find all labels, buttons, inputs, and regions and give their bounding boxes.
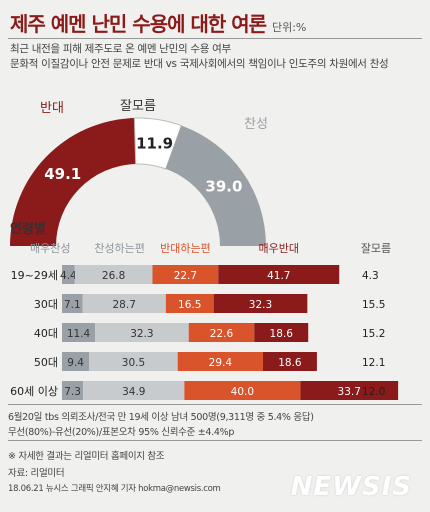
- bar-value-label: 41.7: [267, 270, 290, 282]
- bar-segment: [300, 381, 399, 400]
- age-category-label: 19~29세: [11, 269, 58, 282]
- bar-segment: [62, 294, 83, 313]
- footer-divider-1: [8, 404, 422, 405]
- bar-value-label: 7.3: [64, 386, 81, 398]
- subtitle: 최근 내전을 피해 제주도로 온 예멘 난민의 수용 여부 문화적 이질감이나 …: [10, 42, 389, 72]
- page-title: 제주 예멘 난민 수용에 대한 여론 단위:%: [10, 12, 307, 36]
- bar-value-label: 18.6: [278, 357, 302, 369]
- bar-value-label: 9.4: [67, 357, 84, 369]
- bar-value-label: 16.5: [178, 299, 201, 311]
- age-category-label: 40대: [34, 327, 58, 340]
- bar-segment: [95, 323, 189, 342]
- unit-label: 단위:%: [271, 21, 307, 34]
- bar-segment: [82, 294, 166, 313]
- bar-value-label: 33.7: [338, 386, 361, 398]
- bar-segment: [74, 265, 153, 284]
- bar-segment: [62, 352, 90, 371]
- bar-segment: [177, 352, 263, 371]
- footer-divider-2: [8, 440, 422, 441]
- series-header: 찬성하는편: [94, 241, 145, 255]
- newsis-logo: NEWSIS: [290, 472, 412, 502]
- donut-category-label: 찬성: [244, 117, 268, 132]
- donut-slice-1: [10, 118, 136, 246]
- bar-segment: [62, 381, 84, 400]
- series-header: 매우반대: [259, 242, 299, 255]
- bar-value-label: 4.4: [60, 270, 77, 282]
- source-label: 자료: 리얼미터: [8, 468, 65, 479]
- bar-value-label: 15.2: [362, 328, 385, 340]
- donut-value-label: 39.0: [205, 178, 242, 196]
- bar-value-label: 7.1: [64, 299, 81, 311]
- bar-segment: [62, 265, 75, 284]
- bar-value-label: 30.5: [122, 357, 145, 369]
- donut-value-label: 11.9: [136, 134, 173, 152]
- bar-segment: [218, 265, 340, 284]
- bar-segment: [188, 323, 255, 342]
- bar-value-label: 18.6: [270, 328, 294, 340]
- bar-value-label: 11.4: [67, 328, 91, 340]
- bar-value-label: 26.8: [102, 270, 125, 282]
- bar-value-label: 12.1: [362, 357, 385, 369]
- bar-value-label: 28.7: [113, 299, 136, 311]
- series-header: 잘모름: [361, 242, 391, 255]
- donut-category-label: 잘모름: [120, 99, 156, 114]
- bar-segment: [254, 323, 309, 342]
- bar-value-label: 12.0: [362, 386, 385, 398]
- bar-value-label: 22.7: [174, 270, 197, 282]
- bar-segment: [89, 352, 178, 371]
- bar-value-label: 22.6: [210, 328, 234, 340]
- survey-info-1: 6월20일 tbs 의뢰조사/전국 만 19세 이상 남녀 500명(9,311…: [8, 412, 314, 423]
- bar-segment: [262, 352, 317, 371]
- bar-segment: [152, 265, 219, 284]
- subtitle-line-2: 문화적 이질감이나 안전 문제로 반대 vs 국제사회에서의 책임이나 인도주의…: [10, 58, 389, 70]
- age-category-label: 50대: [34, 356, 58, 369]
- bar-segment: [213, 294, 308, 313]
- bar-segment: [83, 381, 185, 400]
- subtitle-line-1: 최근 내전을 피해 제주도로 온 예멘 난민의 수용 여부: [10, 43, 231, 55]
- detail-note: ※ 자세한 결과는 리얼미터 홈페이지 참조: [8, 451, 165, 462]
- bar-segment: [165, 294, 214, 313]
- title-divider: [8, 38, 422, 39]
- age-category-label: 60세 이상: [10, 385, 58, 398]
- series-header: 매우찬성: [30, 241, 70, 255]
- series-header: 반대하는편: [160, 241, 211, 255]
- bar-segment: [62, 323, 96, 342]
- bar-value-label: 15.5: [362, 299, 385, 311]
- bar-value-label: 4.3: [362, 270, 379, 282]
- age-category-label: 30대: [34, 298, 58, 311]
- overall-half-donut-chart: 49.1 반대 11.9 잘모름 39.0 찬성: [10, 99, 268, 246]
- survey-info-2: 무선(80%)-유선(20%)/표본오차 95% 신뢰수준 ±4.4%p: [8, 427, 235, 438]
- bar-value-label: 32.3: [130, 328, 153, 340]
- age-section-title: 연령별: [10, 222, 46, 237]
- donut-value-label: 49.1: [44, 165, 81, 183]
- bar-value-label: 40.0: [231, 386, 254, 398]
- bar-value-label: 32.3: [249, 299, 272, 311]
- donut-category-label: 반대: [40, 101, 64, 116]
- credit-line: 18.06.21 뉴시스 그래픽 안지혜 기자 hokma@newsis.com: [8, 484, 221, 494]
- bar-value-label: 29.4: [209, 357, 233, 369]
- bar-value-label: 34.9: [122, 386, 145, 398]
- age-stacked-bar-chart: 19~29세 4.4 26.8 22.7 41.7 4.3 30대 7.1 28.7 16.5 32…: [10, 241, 399, 400]
- bar-segment: [184, 381, 301, 400]
- donut-slice-3: [165, 125, 266, 246]
